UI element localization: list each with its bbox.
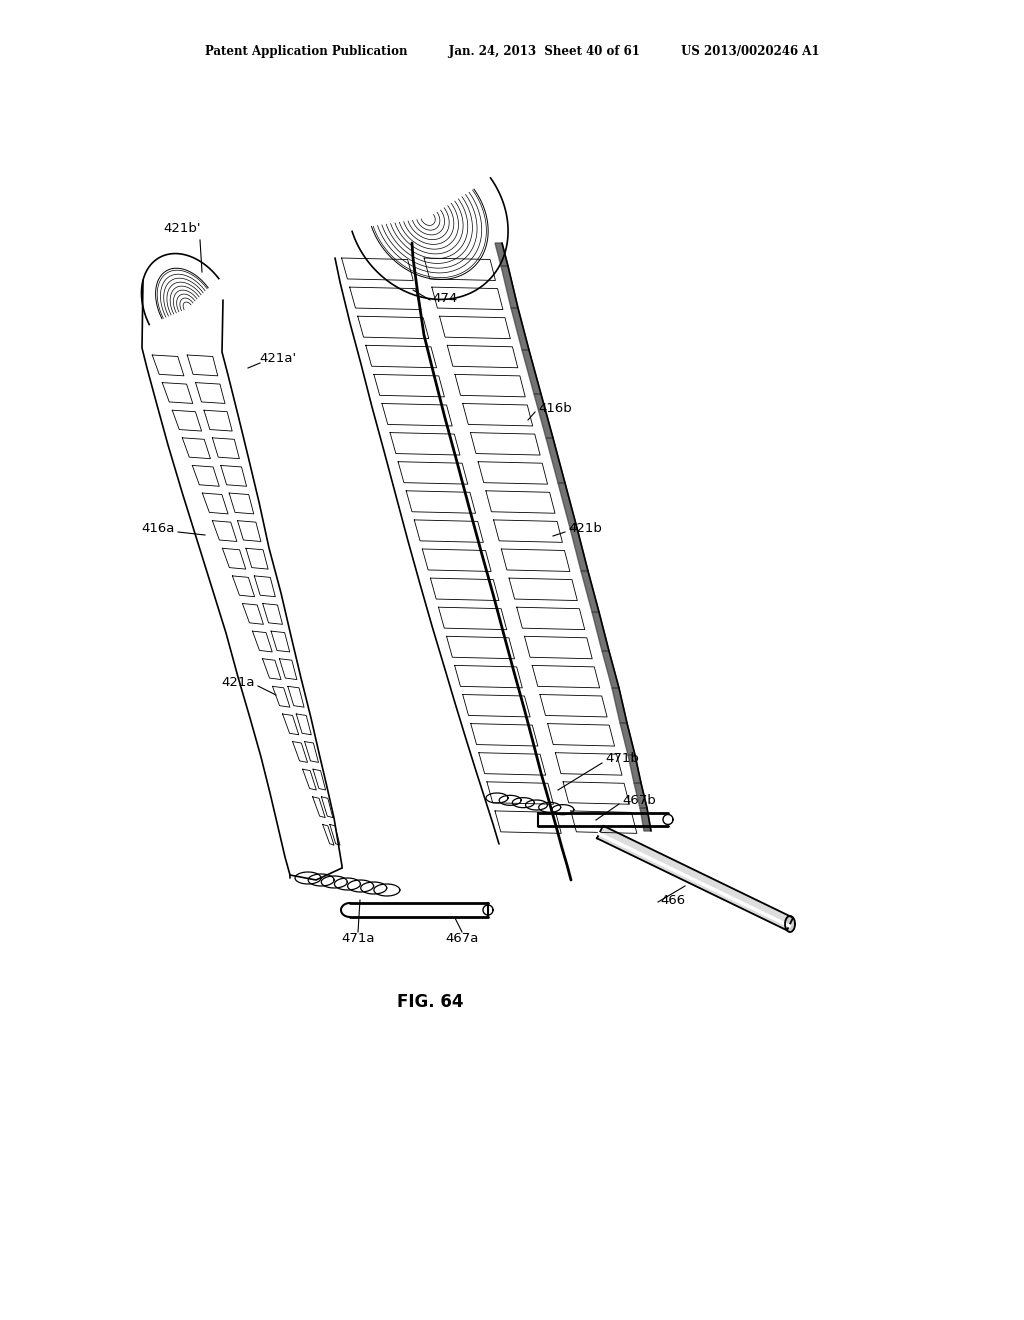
- Polygon shape: [785, 916, 795, 932]
- Polygon shape: [534, 393, 553, 438]
- Polygon shape: [581, 572, 599, 612]
- Text: 421b: 421b: [568, 521, 602, 535]
- Polygon shape: [597, 826, 793, 931]
- Polygon shape: [634, 783, 647, 808]
- Polygon shape: [628, 755, 641, 783]
- Text: 474: 474: [432, 292, 458, 305]
- Polygon shape: [522, 350, 541, 393]
- Polygon shape: [546, 438, 565, 483]
- Polygon shape: [501, 267, 518, 308]
- Polygon shape: [558, 483, 577, 528]
- Polygon shape: [570, 528, 588, 572]
- Polygon shape: [602, 651, 618, 688]
- Text: 466: 466: [660, 894, 685, 907]
- Polygon shape: [495, 243, 508, 267]
- Polygon shape: [640, 808, 651, 832]
- Text: 416a: 416a: [141, 521, 175, 535]
- Text: 471b: 471b: [605, 751, 639, 764]
- Text: 467a: 467a: [445, 932, 478, 945]
- Polygon shape: [511, 308, 529, 350]
- Polygon shape: [612, 688, 627, 723]
- Text: 467b: 467b: [622, 793, 655, 807]
- Polygon shape: [592, 612, 609, 651]
- Text: 421a': 421a': [259, 351, 297, 364]
- Text: 416b: 416b: [538, 401, 571, 414]
- Text: 471a: 471a: [341, 932, 375, 945]
- Text: FIG. 64: FIG. 64: [396, 993, 463, 1011]
- Text: Patent Application Publication          Jan. 24, 2013  Sheet 40 of 61          U: Patent Application Publication Jan. 24, …: [205, 45, 819, 58]
- Text: 421a: 421a: [221, 676, 255, 689]
- Polygon shape: [620, 723, 635, 755]
- Text: 421b': 421b': [163, 222, 201, 235]
